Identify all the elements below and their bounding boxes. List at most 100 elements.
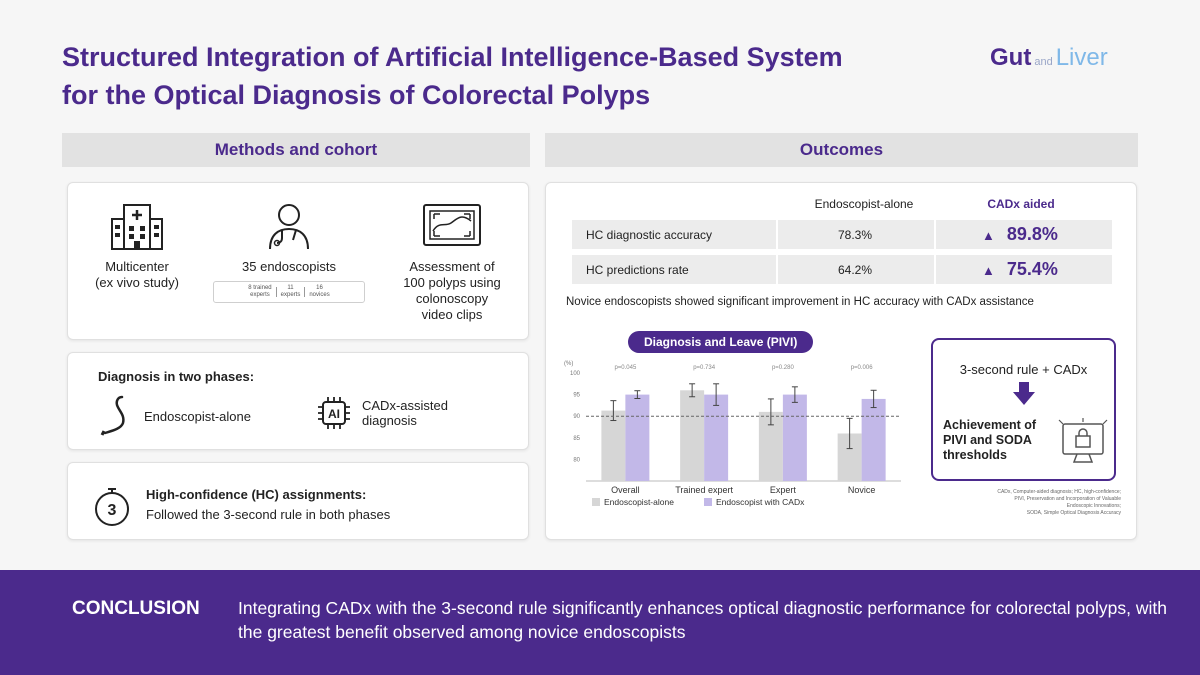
secure-monitor-icon <box>1058 418 1108 463</box>
stat-trained-experts-num: 8 trained <box>248 285 272 291</box>
methods-card: Multicenter (ex vivo study) 35 endoscopi… <box>67 182 529 340</box>
hc-title: High-confidence (HC) assignments: <box>146 487 367 502</box>
stat-novices-label: novices <box>309 292 330 298</box>
bar-cadx <box>704 394 729 481</box>
y-tick-label: 85 <box>573 436 580 442</box>
method-assessment-line4: video clips <box>421 307 483 322</box>
y-axis-unit: (%) <box>564 361 573 367</box>
rule-box: 3-second rule + CADx Achievement of PIVI… <box>931 338 1116 481</box>
table-divider <box>776 255 778 285</box>
stat-experts-num: 11 <box>287 285 294 291</box>
legend-swatch <box>592 498 600 506</box>
hc-badge-number: 3 <box>108 502 117 519</box>
table-divider <box>934 220 936 250</box>
table-row: HC predictions rate 64.2% ▲ 75.4% <box>572 254 1112 285</box>
bar-alone <box>680 390 705 481</box>
row-cadx-value-text: 89.8% <box>1006 224 1058 244</box>
hc-desc: Followed the 3-second rule in both phase… <box>146 507 391 522</box>
p-value-label: p=0.045 <box>614 365 637 371</box>
stat-trained-experts: 8 trained experts <box>244 285 275 299</box>
stat-experts: 11 experts <box>277 285 305 299</box>
method-assessment-line3: colonoscopy <box>415 291 489 306</box>
y-tick-label: 95 <box>573 393 580 399</box>
legend-swatch <box>704 498 712 506</box>
novice-note: Novice endoscopists showed significant i… <box>566 296 1034 308</box>
conclusion-label: CONCLUSION <box>72 598 200 619</box>
y-tick-label: 80 <box>573 457 580 463</box>
method-multicenter: Multicenter (ex vivo study) <box>82 201 192 291</box>
title-line-1: Structured Integration of Artificial Int… <box>62 42 843 72</box>
x-tick-label: Overall <box>611 485 640 495</box>
legend-label: Endoscopist with CADx <box>716 497 805 507</box>
p-value-label: p=0.280 <box>772 365 795 371</box>
hospital-icon <box>111 204 163 250</box>
outcomes-heading: Outcomes <box>545 133 1138 167</box>
row-cadx-value: ▲ 89.8% <box>982 224 1092 245</box>
phases-title: Diagnosis in two phases: <box>98 369 255 384</box>
conclusion-banner: CONCLUSION Integrating CADx with the 3-s… <box>0 570 1200 675</box>
endoscopist-breakdown: 8 trained experts 11 experts 16 novices <box>213 281 365 303</box>
title-line-2: for the Optical Diagnosis of Colorectal … <box>62 80 651 110</box>
stat-novices: 16 novices <box>305 285 333 299</box>
rule-box-achievement: Achievement of PIVI and SODA thresholds <box>943 418 1036 463</box>
bar-cadx <box>625 394 650 481</box>
phase-cadx-line1: CADx-assisted <box>362 398 448 413</box>
table-divider <box>776 220 778 250</box>
row-alone-value: 78.3% <box>837 228 873 242</box>
phase-cadx-assisted: AI CADx-assisted diagnosis <box>316 395 448 431</box>
table-header-alone: Endoscopist-alone <box>814 197 914 211</box>
method-assessment: Assessment of 100 polyps using colonosco… <box>382 201 522 323</box>
stat-trained-experts-label: experts <box>250 292 270 298</box>
phase-cadx-assisted-label: CADx-assisted diagnosis <box>362 398 448 428</box>
achievement-line2: PIVI and SODA <box>943 433 1032 447</box>
p-value-label: p=0.734 <box>693 365 716 371</box>
abbreviations: CADx, Computer-aided diagnosis; HC, high… <box>931 489 1121 517</box>
bar-alone <box>601 410 626 481</box>
y-tick-label: 100 <box>570 371 581 377</box>
method-endoscopists-line1: 35 endoscopists <box>242 259 336 274</box>
x-tick-label: Novice <box>848 485 876 495</box>
logo-gut: Gut <box>990 44 1032 71</box>
ai-chip-label: AI <box>328 407 340 421</box>
abbrev-line1: CADx, Computer-aided diagnosis; HC, high… <box>997 489 1121 495</box>
phases-card: Diagnosis in two phases: Endoscopist-alo… <box>67 352 529 450</box>
method-endoscopists: 35 endoscopists 8 trained experts 11 exper… <box>204 201 374 303</box>
row-alone-value: 64.2% <box>837 263 873 277</box>
row-label: HC predictions rate <box>586 263 689 277</box>
abbrev-line3: Endoscopic Innovations; <box>1066 503 1121 509</box>
table-header-cadx: CADx aided <box>987 197 1055 211</box>
logo-and: and <box>1034 56 1053 68</box>
achievement-line1: Achievement of <box>943 418 1037 432</box>
method-multicenter-line1: Multicenter <box>105 259 169 274</box>
bar-cadx <box>782 394 807 481</box>
legend-label: Endoscopist-alone <box>604 497 674 507</box>
abbrev-line4: SODA, Simple Optical Diagnosis Accuracy <box>1026 510 1121 516</box>
outcomes-card: Endoscopist-alone CADx aided HC diagnost… <box>545 182 1137 540</box>
stat-separator <box>275 287 277 297</box>
stat-novices-num: 16 <box>316 285 323 291</box>
x-tick-label: Expert <box>770 485 797 495</box>
method-assessment-line2: 100 polyps using <box>403 275 501 290</box>
row-cadx-value-text: 75.4% <box>1006 259 1058 279</box>
phase-cadx-line2: diagnosis <box>362 413 417 428</box>
table-row: HC diagnostic accuracy 78.3% ▲ 89.8% <box>572 219 1112 250</box>
x-tick-label: Trained expert <box>675 485 733 495</box>
achievement-line3: thresholds <box>943 448 1007 462</box>
row-cadx-value: ▲ 75.4% <box>982 259 1092 280</box>
hc-card: 3 High-confidence (HC) assignments: Foll… <box>67 462 529 540</box>
row-label: HC diagnostic accuracy <box>586 228 713 242</box>
stat-experts-label: experts <box>280 292 301 298</box>
up-triangle-icon: ▲ <box>982 263 995 278</box>
ai-chip-icon: AI <box>318 397 350 429</box>
hc-text: High-confidence (HC) assignments: Follow… <box>146 485 390 525</box>
bar-cadx <box>861 398 886 481</box>
p-value-label: p=0.006 <box>851 365 874 371</box>
rule-box-title: 3-second rule + CADx <box>959 362 1088 377</box>
arrow-down-icon <box>1013 382 1035 405</box>
table-divider <box>934 255 936 285</box>
conclusion-text: Integrating CADx with the 3-second rule … <box>238 598 1167 642</box>
abbrev-line2: PIVI, Preservation and Incorporation of … <box>1014 496 1121 502</box>
stat-separator <box>304 287 306 297</box>
phase-endoscopist-alone: Endoscopist-alone <box>100 395 251 437</box>
y-tick-label: 90 <box>573 414 580 420</box>
